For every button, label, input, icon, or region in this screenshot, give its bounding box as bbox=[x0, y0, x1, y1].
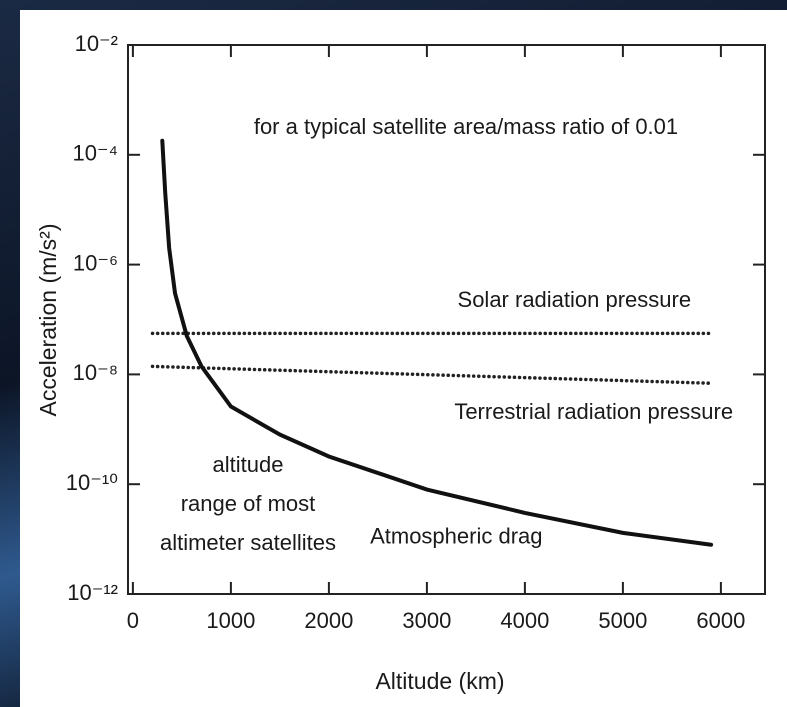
y-tick-label: 10⁻² bbox=[75, 31, 118, 56]
region-label: altimeter satellites bbox=[160, 530, 336, 555]
y-axis-title: Acceleration (m/s²) bbox=[35, 224, 61, 417]
y-tick-label: 10⁻⁸ bbox=[73, 360, 118, 385]
chart-panel bbox=[20, 10, 787, 707]
series-label: Atmospheric drag bbox=[370, 523, 542, 548]
x-tick-label: 0 bbox=[127, 608, 139, 633]
y-tick-label: 10⁻⁴ bbox=[72, 141, 118, 166]
x-tick-label: 4000 bbox=[500, 608, 549, 633]
region-label: range of most bbox=[181, 491, 316, 516]
series-label: Terrestrial radiation pressure bbox=[454, 399, 733, 424]
x-tick-label: 2000 bbox=[304, 608, 353, 633]
x-tick-label: 6000 bbox=[696, 608, 745, 633]
region-label: altitude bbox=[213, 452, 284, 477]
x-tick-label: 3000 bbox=[402, 608, 451, 633]
x-tick-label: 1000 bbox=[206, 608, 255, 633]
x-tick-label: 5000 bbox=[598, 608, 647, 633]
series-label: Solar radiation pressure bbox=[458, 287, 692, 312]
series-line bbox=[160, 138, 714, 547]
y-tick-label: 10⁻⁶ bbox=[73, 250, 118, 275]
x-axis-title: Altitude (km) bbox=[375, 668, 504, 694]
annotation: for a typical satellite area/mass ratio … bbox=[254, 114, 678, 139]
series-line bbox=[150, 364, 713, 385]
y-tick-label: 10⁻¹² bbox=[67, 580, 118, 605]
plot-frame bbox=[127, 44, 766, 595]
y-tick-label: 10⁻¹⁰ bbox=[66, 470, 118, 495]
